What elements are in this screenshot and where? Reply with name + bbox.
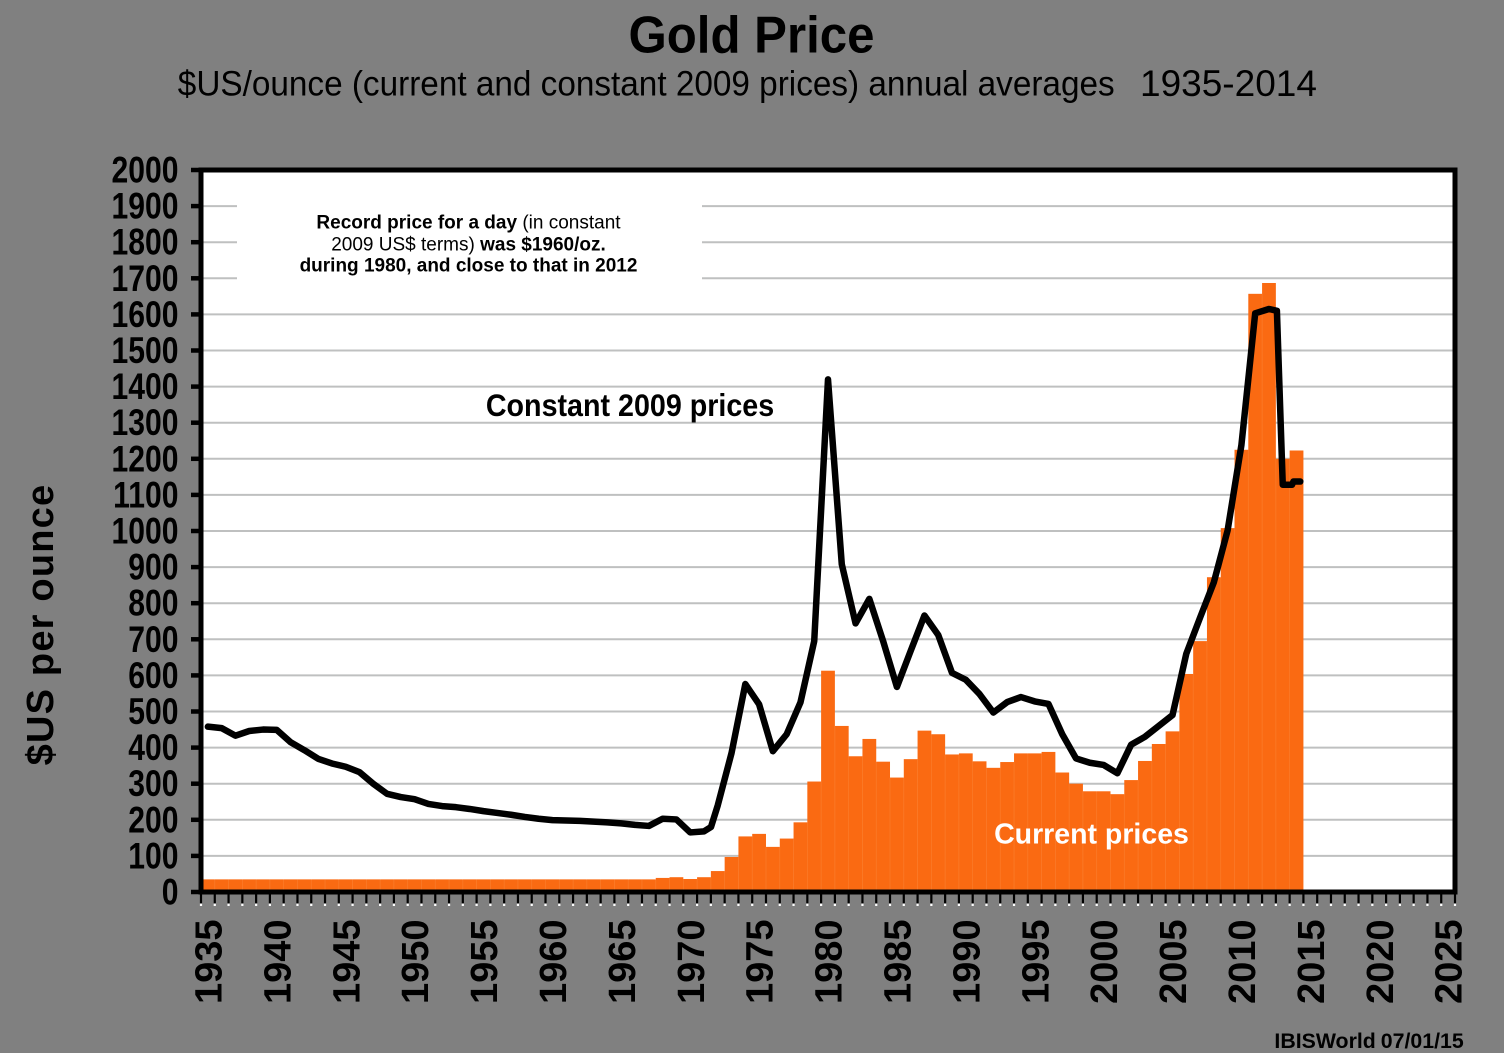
svg-text:2000: 2000	[112, 150, 179, 192]
svg-text:1100: 1100	[113, 474, 178, 516]
svg-text:1945: 1945	[326, 919, 368, 1004]
svg-text:2025: 2025	[1429, 919, 1471, 1004]
svg-text:900: 900	[128, 547, 178, 589]
svg-text:400: 400	[128, 727, 178, 769]
svg-text:1970: 1970	[671, 919, 713, 1004]
svg-text:$US/ounce (current and constan: $US/ounce (current and constant 2009 pri…	[178, 65, 1115, 104]
svg-text:200: 200	[128, 799, 178, 841]
svg-text:1935: 1935	[188, 919, 230, 1004]
svg-text:Constant 2009 prices: Constant 2009 prices	[486, 389, 774, 424]
svg-text:2009 US$ terms) was $1960/oz.: 2009 US$ terms) was $1960/oz.	[331, 234, 606, 255]
svg-text:1800: 1800	[112, 222, 179, 264]
svg-text:600: 600	[128, 655, 178, 697]
svg-text:1500: 1500	[112, 330, 179, 372]
svg-text:1950: 1950	[395, 919, 437, 1004]
svg-text:1900: 1900	[112, 186, 179, 228]
svg-text:1990: 1990	[946, 919, 988, 1004]
svg-text:2020: 2020	[1360, 919, 1402, 1004]
svg-text:Current prices: Current prices	[994, 819, 1189, 851]
svg-text:1965: 1965	[602, 919, 644, 1004]
svg-text:2000: 2000	[1084, 919, 1126, 1004]
svg-text:1985: 1985	[878, 919, 920, 1004]
svg-text:2010: 2010	[1222, 919, 1264, 1004]
svg-text:1935-2014: 1935-2014	[1140, 63, 1317, 104]
svg-text:1600: 1600	[112, 294, 179, 336]
svg-text:800: 800	[128, 583, 178, 625]
svg-text:0: 0	[162, 872, 179, 914]
svg-text:during 1980, and close to that: during 1980, and close to that in 2012	[300, 256, 638, 277]
svg-text:100: 100	[128, 835, 178, 877]
svg-text:1200: 1200	[112, 438, 179, 480]
svg-text:1940: 1940	[257, 919, 299, 1004]
svg-text:1995: 1995	[1015, 919, 1057, 1004]
svg-text:$US per ounce: $US per ounce	[20, 484, 62, 766]
svg-text:300: 300	[128, 763, 178, 805]
svg-text:Record price for a day (in con: Record price for a day (in constant	[316, 212, 621, 233]
svg-text:2015: 2015	[1291, 919, 1333, 1004]
svg-text:2005: 2005	[1153, 919, 1195, 1004]
svg-text:Gold Price: Gold Price	[628, 5, 874, 64]
svg-text:500: 500	[128, 691, 178, 733]
svg-text:1955: 1955	[464, 919, 506, 1004]
svg-text:700: 700	[128, 619, 178, 661]
svg-text:1975: 1975	[740, 919, 782, 1004]
svg-text:1700: 1700	[112, 258, 179, 300]
svg-text:1960: 1960	[533, 919, 575, 1004]
svg-text:1000: 1000	[112, 511, 179, 553]
svg-text:1400: 1400	[112, 366, 179, 408]
svg-text:1300: 1300	[112, 402, 179, 444]
svg-text:1980: 1980	[809, 919, 851, 1004]
